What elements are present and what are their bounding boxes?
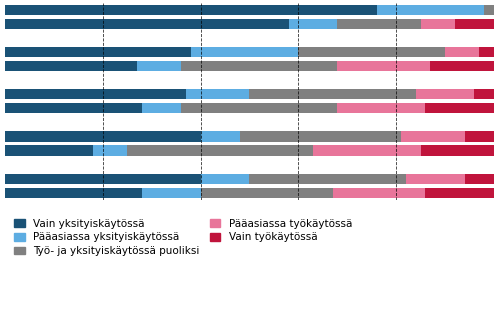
Bar [201, 174, 249, 184]
Bar [298, 47, 445, 57]
Bar [142, 188, 201, 198]
Bar [5, 174, 201, 184]
Bar [137, 61, 181, 71]
Bar [201, 188, 333, 198]
Bar [420, 19, 455, 29]
Bar [425, 103, 494, 113]
Bar [289, 19, 338, 29]
Bar [191, 47, 298, 57]
Bar [333, 188, 425, 198]
Bar [430, 61, 494, 71]
Bar [5, 5, 376, 15]
Bar [484, 5, 494, 15]
Bar [201, 131, 240, 142]
Bar [455, 19, 494, 29]
Bar [142, 103, 181, 113]
Bar [5, 19, 289, 29]
Bar [5, 146, 93, 156]
Bar [249, 174, 406, 184]
Legend: Vain yksityiskäytössä, Pääasiassa yksityiskäytössä, Työ- ja yksityiskäytössä puo: Vain yksityiskäytössä, Pääasiassa yksity… [10, 215, 356, 260]
Bar [338, 19, 420, 29]
Bar [401, 131, 465, 142]
Bar [406, 174, 465, 184]
Bar [474, 90, 494, 99]
Bar [5, 131, 201, 142]
Bar [420, 146, 494, 156]
Bar [181, 103, 338, 113]
Bar [5, 47, 191, 57]
Bar [479, 47, 494, 57]
Bar [240, 131, 401, 142]
Bar [425, 188, 494, 198]
Bar [465, 131, 494, 142]
Bar [338, 61, 430, 71]
Bar [5, 103, 142, 113]
Bar [445, 47, 479, 57]
Bar [313, 146, 420, 156]
Bar [5, 188, 142, 198]
Bar [93, 146, 127, 156]
Bar [5, 90, 186, 99]
Bar [186, 90, 249, 99]
Bar [376, 5, 484, 15]
Bar [416, 90, 474, 99]
Bar [5, 61, 137, 71]
Bar [127, 146, 313, 156]
Bar [338, 103, 425, 113]
Bar [181, 61, 338, 71]
Bar [465, 174, 494, 184]
Bar [249, 90, 416, 99]
